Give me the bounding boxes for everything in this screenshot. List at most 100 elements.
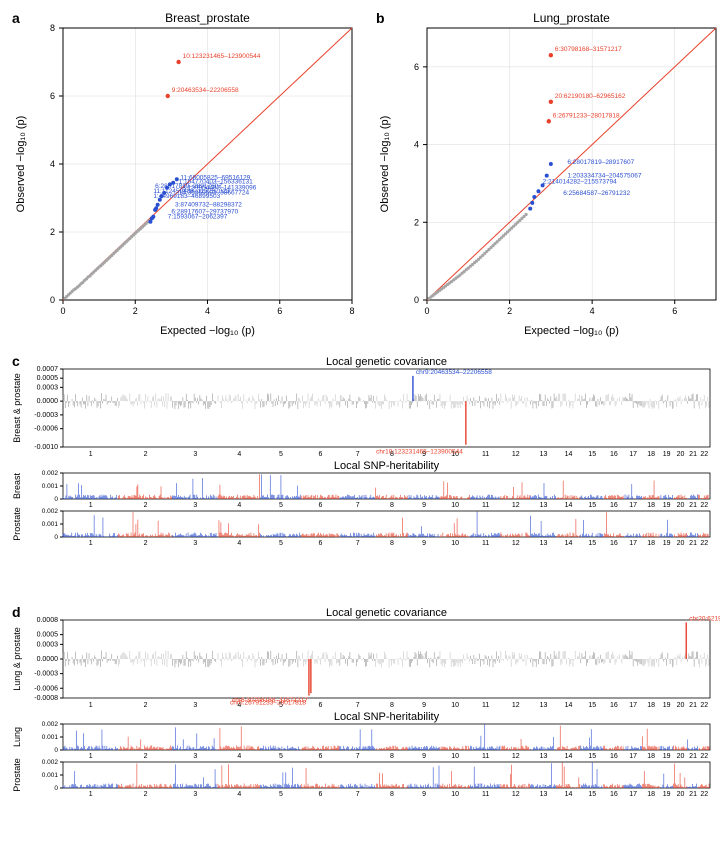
svg-text:0.001: 0.001 bbox=[42, 772, 59, 779]
svg-text:0.0000: 0.0000 bbox=[37, 398, 59, 405]
svg-text:4: 4 bbox=[237, 753, 241, 760]
svg-text:16: 16 bbox=[610, 702, 618, 709]
svg-text:2: 2 bbox=[507, 306, 512, 316]
svg-text:4: 4 bbox=[237, 791, 241, 798]
svg-text:0: 0 bbox=[414, 295, 419, 305]
svg-text:1: 1 bbox=[89, 702, 93, 709]
svg-text:Prostate: Prostate bbox=[12, 507, 22, 541]
svg-text:16: 16 bbox=[610, 451, 618, 458]
svg-text:13: 13 bbox=[540, 702, 548, 709]
svg-text:4: 4 bbox=[237, 540, 241, 547]
svg-text:6:28017819–28917607: 6:28017819–28917607 bbox=[567, 159, 634, 166]
svg-text:9: 9 bbox=[422, 702, 426, 709]
svg-text:0: 0 bbox=[54, 534, 58, 541]
svg-text:21: 21 bbox=[689, 702, 697, 709]
svg-text:1: 1 bbox=[89, 451, 93, 458]
svg-text:6: 6 bbox=[50, 91, 55, 101]
svg-text:5: 5 bbox=[279, 753, 283, 760]
svg-text:19: 19 bbox=[663, 502, 671, 509]
svg-text:9: 9 bbox=[422, 540, 426, 547]
svg-text:4: 4 bbox=[50, 159, 55, 169]
svg-text:13: 13 bbox=[540, 753, 548, 760]
svg-text:6: 6 bbox=[414, 62, 419, 72]
svg-text:15: 15 bbox=[588, 540, 596, 547]
svg-text:0: 0 bbox=[54, 785, 58, 792]
svg-text:chr10:123231465–123900544: chr10:123231465–123900544 bbox=[376, 449, 463, 456]
svg-text:6:30798168–31571217: 6:30798168–31571217 bbox=[555, 46, 622, 53]
panel-c: c Local genetic covariance0.00070.00050.… bbox=[8, 353, 720, 598]
svg-text:12: 12 bbox=[512, 451, 520, 458]
svg-text:-0.0010: -0.0010 bbox=[34, 444, 58, 451]
svg-text:18: 18 bbox=[647, 702, 655, 709]
svg-text:Lung: Lung bbox=[12, 727, 22, 747]
svg-text:7: 7 bbox=[356, 753, 360, 760]
svg-text:5: 5 bbox=[279, 451, 283, 458]
svg-text:6:26791233–28017818: 6:26791233–28017818 bbox=[553, 112, 620, 119]
svg-text:20: 20 bbox=[677, 791, 685, 798]
svg-text:3: 3 bbox=[193, 702, 197, 709]
svg-text:5: 5 bbox=[279, 791, 283, 798]
svg-text:0.0008: 0.0008 bbox=[37, 617, 59, 624]
svg-text:3: 3 bbox=[193, 540, 197, 547]
svg-text:0.002: 0.002 bbox=[42, 759, 59, 766]
svg-text:18: 18 bbox=[647, 540, 655, 547]
qq-plot-a: Breast_prostate024680246811:68005825–695… bbox=[8, 10, 362, 340]
svg-text:14: 14 bbox=[565, 753, 573, 760]
svg-text:22: 22 bbox=[700, 451, 708, 458]
svg-text:20: 20 bbox=[677, 753, 685, 760]
svg-text:0.0003: 0.0003 bbox=[37, 384, 59, 391]
svg-text:22: 22 bbox=[700, 540, 708, 547]
svg-text:8: 8 bbox=[390, 753, 394, 760]
svg-text:0.002: 0.002 bbox=[42, 721, 59, 728]
svg-text:14: 14 bbox=[565, 451, 573, 458]
svg-text:0.0000: 0.0000 bbox=[37, 656, 59, 663]
svg-text:8: 8 bbox=[349, 306, 354, 316]
svg-text:4: 4 bbox=[237, 502, 241, 509]
svg-text:8: 8 bbox=[50, 23, 55, 33]
svg-text:19: 19 bbox=[663, 753, 671, 760]
svg-text:7: 7 bbox=[356, 791, 360, 798]
svg-text:16: 16 bbox=[610, 502, 618, 509]
svg-text:14: 14 bbox=[565, 702, 573, 709]
svg-text:17: 17 bbox=[629, 451, 637, 458]
svg-text:Local genetic covariance: Local genetic covariance bbox=[326, 607, 447, 619]
svg-text:20: 20 bbox=[677, 540, 685, 547]
svg-text:10: 10 bbox=[451, 791, 459, 798]
svg-text:0.001: 0.001 bbox=[42, 521, 59, 528]
svg-text:12: 12 bbox=[512, 791, 520, 798]
svg-text:18: 18 bbox=[647, 791, 655, 798]
svg-text:15: 15 bbox=[588, 791, 596, 798]
svg-text:22: 22 bbox=[700, 702, 708, 709]
svg-text:22: 22 bbox=[700, 753, 708, 760]
svg-text:14: 14 bbox=[565, 540, 573, 547]
svg-text:1: 1 bbox=[89, 540, 93, 547]
svg-text:17: 17 bbox=[629, 753, 637, 760]
svg-text:20: 20 bbox=[677, 451, 685, 458]
panel-a-label: a bbox=[12, 10, 20, 26]
svg-text:16: 16 bbox=[610, 791, 618, 798]
svg-text:-0.0003: -0.0003 bbox=[34, 671, 58, 678]
svg-text:Local SNP-heritability: Local SNP-heritability bbox=[334, 460, 440, 472]
svg-text:8: 8 bbox=[390, 702, 394, 709]
svg-text:7: 7 bbox=[356, 702, 360, 709]
svg-text:15: 15 bbox=[588, 753, 596, 760]
svg-text:Expected −log₁₀ (p): Expected −log₁₀ (p) bbox=[524, 325, 619, 337]
svg-text:6: 6 bbox=[672, 306, 677, 316]
svg-text:10: 10 bbox=[451, 753, 459, 760]
svg-text:9: 9 bbox=[422, 502, 426, 509]
svg-text:2: 2 bbox=[144, 791, 148, 798]
panel-d-label: d bbox=[12, 604, 21, 620]
svg-text:10: 10 bbox=[451, 540, 459, 547]
svg-text:Observed −log₁₀ (p): Observed −log₁₀ (p) bbox=[379, 116, 391, 213]
svg-text:12: 12 bbox=[512, 540, 520, 547]
svg-text:0: 0 bbox=[54, 496, 58, 503]
svg-text:Lung & prostate: Lung & prostate bbox=[12, 627, 22, 691]
svg-text:4: 4 bbox=[590, 306, 595, 316]
svg-text:-0.0008: -0.0008 bbox=[34, 695, 58, 702]
svg-text:12: 12 bbox=[512, 702, 520, 709]
svg-text:2:214014282–215573794: 2:214014282–215573794 bbox=[543, 178, 617, 185]
svg-text:17: 17 bbox=[629, 540, 637, 547]
svg-text:21: 21 bbox=[689, 753, 697, 760]
svg-text:6: 6 bbox=[319, 502, 323, 509]
svg-text:1: 1 bbox=[89, 753, 93, 760]
